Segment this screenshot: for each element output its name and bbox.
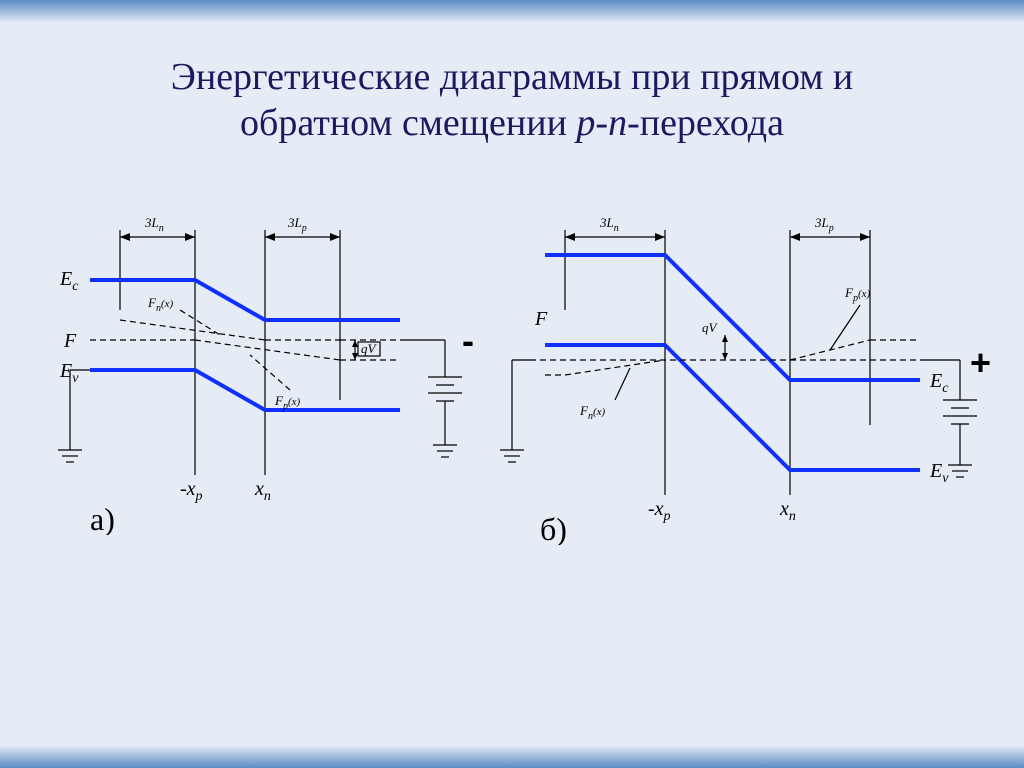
title-line1: Энергетические диаграммы при прямом и — [171, 56, 853, 98]
label-3Lp-b: 3Lp — [814, 215, 834, 234]
label-xn-b: xn — [779, 498, 796, 524]
title-line2c: -перехода — [627, 102, 784, 144]
label-xn-a: xn — [254, 478, 271, 504]
slide-title: Энергетические диаграммы при прямом и об… — [0, 55, 1024, 146]
diagram-container: 3Ln 3Lp qV Fn(x) Fp(x) Ec F Ev -xp xn — [50, 215, 980, 565]
label-F-b: F — [534, 308, 548, 330]
label-Ev-a: Ev — [59, 360, 79, 386]
label-3Ln-b: 3Ln — [599, 215, 619, 234]
label-3Ln-a: 3Ln — [144, 215, 164, 234]
sign-plus: + — [970, 342, 990, 383]
label-mxp-a: -xp — [180, 478, 203, 504]
label-F-a: F — [63, 330, 77, 352]
label-Ec-a: Ec — [59, 268, 79, 294]
label-3Lp-a: 3Lp — [287, 215, 307, 234]
diagram-b: 3Ln 3Lp qV Fn(x) Fp(x) F Ec Ev -xp xn — [500, 205, 990, 545]
label-mxp-b: -xp — [648, 498, 671, 524]
diagram-a: 3Ln 3Lp qV Fn(x) Fp(x) Ec F Ev -xp xn — [50, 215, 490, 535]
title-line2a: обратном смещении — [240, 102, 576, 144]
panel-label-a: а) — [90, 501, 115, 535]
label-Fn-a: Fn(x) — [147, 295, 173, 314]
label-qV-b: qV — [702, 320, 719, 335]
label-qV-a: qV — [361, 341, 378, 356]
sign-minus: - — [462, 320, 474, 361]
label-Fp-b: Fp(x) — [844, 285, 870, 304]
label-Ec-b: Ec — [929, 370, 949, 396]
label-Ev-b: Ev — [929, 460, 949, 486]
panel-label-b: б) — [540, 511, 567, 545]
title-pn: p-n — [576, 102, 627, 144]
label-Fn-b: Fn(x) — [579, 403, 605, 422]
